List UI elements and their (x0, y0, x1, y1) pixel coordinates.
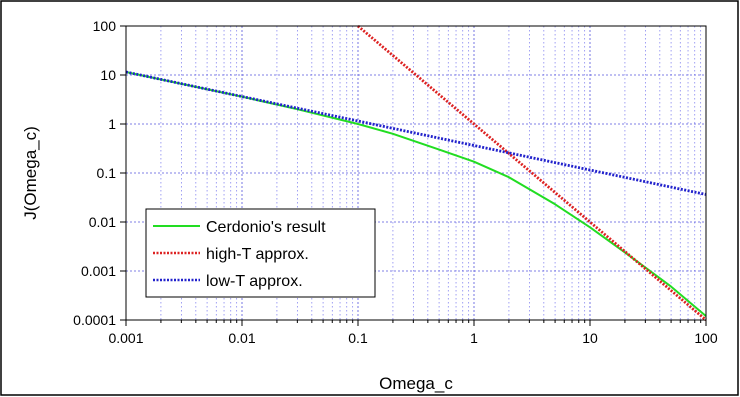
series-line-high-t (357, 24, 707, 322)
series-lines (125, 24, 707, 322)
y-tick-label: 100 (93, 18, 117, 34)
legend-label-high-t: high-T approx. (206, 246, 309, 263)
series-line-low-t (125, 70, 707, 196)
x-tick-label: 10 (582, 330, 598, 346)
y-tick-label: 0.001 (81, 263, 116, 279)
legend: Cerdonio's result high-T approx. low-T a… (145, 208, 376, 298)
x-tick-label: 1 (470, 330, 478, 346)
y-tick-label: 10 (100, 67, 116, 83)
x-tick-label: 0.1 (348, 330, 368, 346)
x-tick-label: 0.001 (108, 330, 143, 346)
legend-box (145, 208, 376, 298)
y-axis-title: J(Omega_c) (21, 126, 40, 220)
legend-label-low-t: low-T approx. (206, 273, 303, 290)
x-tick-label: 0.01 (228, 330, 255, 346)
y-tick-label: 0.0001 (73, 312, 116, 328)
x-tick-label: 100 (694, 330, 718, 346)
y-tick-label: 1 (108, 116, 116, 132)
y-tick-label: 0.01 (89, 214, 116, 230)
series-line-cerdonio (125, 71, 707, 317)
axis-ticks: 0.001 0.01 0.1 1 10 100 100 10 1 0.1 0.01 0.001 0.00… (73, 18, 718, 346)
legend-label-cerdonio: Cerdonio's result (206, 219, 326, 236)
x-axis-title: Omega_c (379, 374, 453, 393)
y-tick-label: 0.1 (97, 165, 117, 181)
